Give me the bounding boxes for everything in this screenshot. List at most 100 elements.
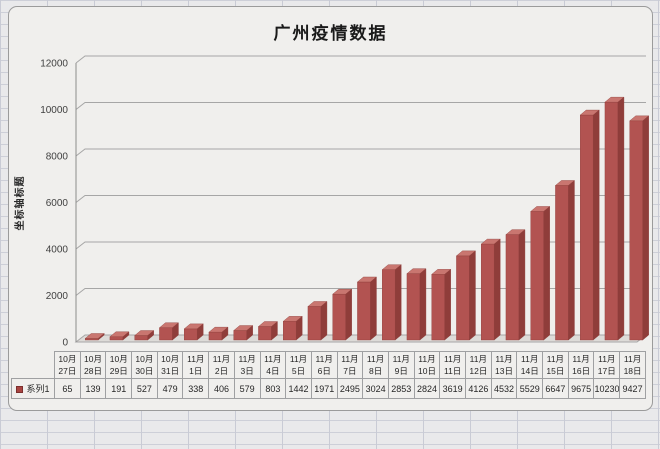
date-header-10月28日: 10月 28日 — [79, 351, 107, 379]
bar-11月5日[interactable] — [307, 301, 328, 341]
value-cell-11月15日: 6647 — [542, 378, 569, 399]
bar-series[interactable] — [84, 96, 650, 341]
bar-side-face — [370, 276, 377, 341]
bar-front-face[interactable] — [382, 269, 396, 341]
bar-front-face[interactable] — [629, 120, 643, 341]
chart-data-table[interactable]: 10月 27日 10月 28日 10月 29日 10月 30日 10月 31日 11月 1日 11月 2日… — [11, 351, 646, 399]
date-header-11月11日: 11月 11日 — [439, 351, 466, 379]
value-cell-11月6日: 1971 — [310, 378, 338, 399]
data-table-corner — [12, 352, 55, 379]
chart-title[interactable]: 广州疫情数据 — [273, 24, 388, 44]
plot-area[interactable]: 0 2000 4000 6000 8000 10000 12000 坐标轴标题 — [9, 7, 654, 412]
gridline-10000 — [75, 102, 646, 110]
bar-10月27日[interactable] — [84, 333, 105, 341]
value-cell-11月10日: 2824 — [413, 378, 441, 399]
bar-11月18日[interactable] — [629, 115, 650, 341]
bar-11月15日[interactable] — [554, 180, 576, 341]
bar-11月17日[interactable] — [604, 96, 625, 341]
series1-legend-marker-icon — [16, 386, 24, 393]
bar-11月7日[interactable] — [356, 276, 378, 341]
date-header-11月1日: 11月 1日 — [182, 351, 210, 379]
bar-11月14日[interactable] — [530, 206, 551, 341]
date-header-10月27日: 10月 27日 — [54, 351, 81, 379]
gridline-12000 — [75, 55, 646, 64]
bar-front-face[interactable] — [109, 336, 124, 341]
date-header-11月8日: 11月 8日 — [362, 351, 389, 379]
bar-front-face[interactable] — [530, 211, 544, 341]
date-header-11月10日: 11月 10日 — [413, 351, 441, 379]
gridline-6000 — [75, 195, 646, 203]
bar-front-face[interactable] — [159, 327, 173, 341]
bar-10月28日[interactable] — [109, 331, 130, 341]
bar-front-face[interactable] — [456, 255, 470, 341]
value-cell-11月12日: 4126 — [465, 378, 492, 399]
bar-front-face[interactable] — [406, 273, 421, 341]
bar-front-face[interactable] — [183, 328, 198, 341]
value-cell-11月2日: 406 — [208, 378, 235, 399]
bar-side-face — [271, 321, 278, 341]
bar-11月8日[interactable] — [381, 264, 402, 341]
data-table-value-row: 系列1 65 139 191 527 479 338 406 579 803 1442 1971 24… — [11, 378, 646, 399]
bar-side-face — [196, 323, 204, 341]
y-tick-label-8000: 8000 — [46, 152, 69, 163]
bar-11月1日[interactable] — [208, 326, 229, 341]
bar-front-face[interactable] — [555, 185, 569, 341]
bar-front-face[interactable] — [357, 281, 371, 341]
bar-side-face — [444, 268, 451, 341]
bar-11月3日[interactable] — [257, 321, 279, 341]
bar-side-face — [494, 238, 501, 341]
bar-10月30日[interactable] — [158, 322, 180, 341]
value-cell-11月11日: 3619 — [439, 378, 466, 399]
y-tick-label-12000: 12000 — [40, 59, 68, 70]
bar-front-face[interactable] — [134, 335, 148, 341]
bar-11月12日[interactable] — [480, 238, 501, 341]
bar-side-face — [320, 301, 328, 341]
legend-cell[interactable]: 系列1 — [11, 378, 55, 399]
bar-front-face[interactable] — [283, 321, 297, 341]
bar-front-face[interactable] — [233, 330, 247, 341]
bar-front-face[interactable] — [431, 274, 445, 341]
bar-front-face[interactable] — [580, 114, 594, 341]
chart-object[interactable]: 广州疫情数据 0 2000 4000 6000 8000 10000 12000 坐标轴标题… — [8, 6, 653, 411]
date-header-11月7日: 11月 7日 — [336, 351, 364, 379]
bar-front-face[interactable] — [208, 331, 223, 341]
date-header-11月6日: 11月 6日 — [310, 351, 338, 379]
bar-side-face — [345, 288, 352, 341]
date-header-11月12日: 11月 12日 — [465, 351, 492, 379]
value-cell-11月17日: 10230 — [593, 378, 621, 399]
date-header-11月9日: 11月 9日 — [387, 351, 415, 379]
value-cell-10月31日: 479 — [156, 378, 184, 399]
y-axis-title[interactable]: 坐标轴标题 — [13, 176, 26, 231]
bar-front-face[interactable] — [505, 234, 520, 341]
date-header-10月30日: 10月 30日 — [131, 351, 158, 379]
date-header-10月29日: 10月 29日 — [105, 351, 133, 379]
bar-11月6日[interactable] — [332, 288, 353, 341]
bar-11月9日[interactable] — [406, 268, 427, 341]
bar-front-face[interactable] — [481, 243, 495, 341]
value-cell-10月28日: 139 — [79, 378, 107, 399]
bar-11月10日[interactable] — [431, 268, 452, 341]
bar-11月11日[interactable] — [455, 250, 477, 341]
bar-side-face — [122, 331, 130, 341]
bar-front-face[interactable] — [307, 306, 322, 341]
date-header-11月2日: 11月 2日 — [208, 351, 235, 379]
bar-11月13日[interactable] — [505, 229, 526, 341]
bar-front-face[interactable] — [332, 293, 346, 341]
y-axis-tick-labels: 0 2000 4000 6000 8000 10000 12000 — [40, 59, 68, 349]
value-cell-11月8日: 3024 — [362, 378, 389, 399]
date-header-11月14日: 11月 14日 — [516, 351, 544, 379]
value-cell-11月4日: 803 — [259, 378, 287, 399]
bar-side-face — [246, 325, 253, 341]
y-tick-label-4000: 4000 — [46, 245, 69, 256]
bar-front-face[interactable] — [604, 101, 619, 341]
series1-legend-label: 系列1 — [26, 384, 50, 394]
bar-10月29日[interactable] — [134, 330, 155, 341]
bar-side-face — [617, 96, 625, 341]
bar-front-face[interactable] — [84, 338, 99, 341]
bar-11月16日[interactable] — [579, 109, 600, 341]
bar-11月4日[interactable] — [282, 315, 303, 341]
bar-front-face[interactable] — [258, 326, 272, 341]
bar-10月31日[interactable] — [183, 323, 204, 341]
bar-11月2日[interactable] — [233, 325, 254, 341]
